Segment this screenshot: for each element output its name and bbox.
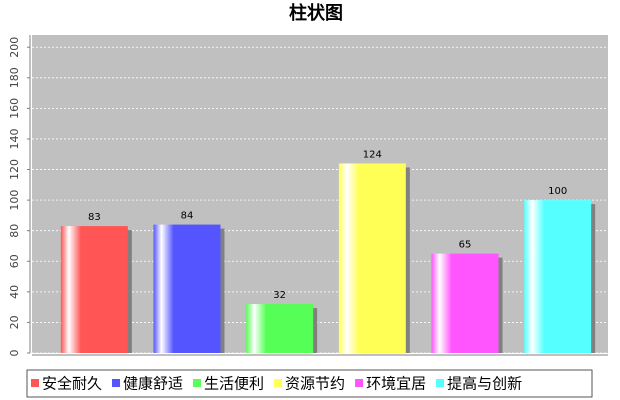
y-tick-label: 120	[8, 159, 21, 180]
legend-label: 健康舒适	[123, 375, 183, 393]
legend-swatch	[274, 379, 283, 387]
legend-swatch	[355, 379, 364, 387]
y-tick-label: 60	[8, 254, 21, 268]
chart-title: 柱状图	[289, 2, 343, 24]
y-tick-label: 160	[8, 98, 21, 119]
legend-swatch	[112, 379, 121, 387]
y-tick-label: 40	[8, 285, 21, 299]
y-tick-label: 80	[8, 224, 21, 238]
y-tick-label: 180	[8, 67, 21, 88]
legend-swatch	[436, 379, 445, 387]
value-label: 83	[88, 212, 101, 223]
bar	[153, 224, 221, 353]
legend-label: 生活便利	[204, 375, 264, 393]
bar	[338, 163, 406, 353]
bar	[524, 200, 592, 353]
legend-swatch	[193, 379, 202, 387]
legend-swatch	[31, 379, 39, 387]
value-label: 124	[363, 149, 382, 160]
bar	[60, 226, 128, 353]
value-label: 100	[548, 186, 567, 197]
y-tick-label: 140	[8, 128, 21, 149]
value-label: 32	[273, 290, 286, 301]
legend-label: 环境宜居	[366, 375, 426, 393]
y-tick-label: 0	[8, 350, 21, 357]
bar	[431, 253, 499, 353]
value-label: 84	[181, 211, 194, 222]
legend-label: 安全耐久	[42, 375, 102, 393]
legend-label: 资源节约	[285, 375, 345, 393]
y-tick-label: 100	[8, 190, 21, 211]
value-label: 65	[459, 240, 472, 251]
legend	[26, 369, 593, 398]
bar	[246, 304, 314, 353]
y-tick-label: 200	[8, 37, 21, 58]
y-tick-label: 20	[8, 315, 21, 329]
legend-label: 提高与创新	[447, 375, 522, 393]
